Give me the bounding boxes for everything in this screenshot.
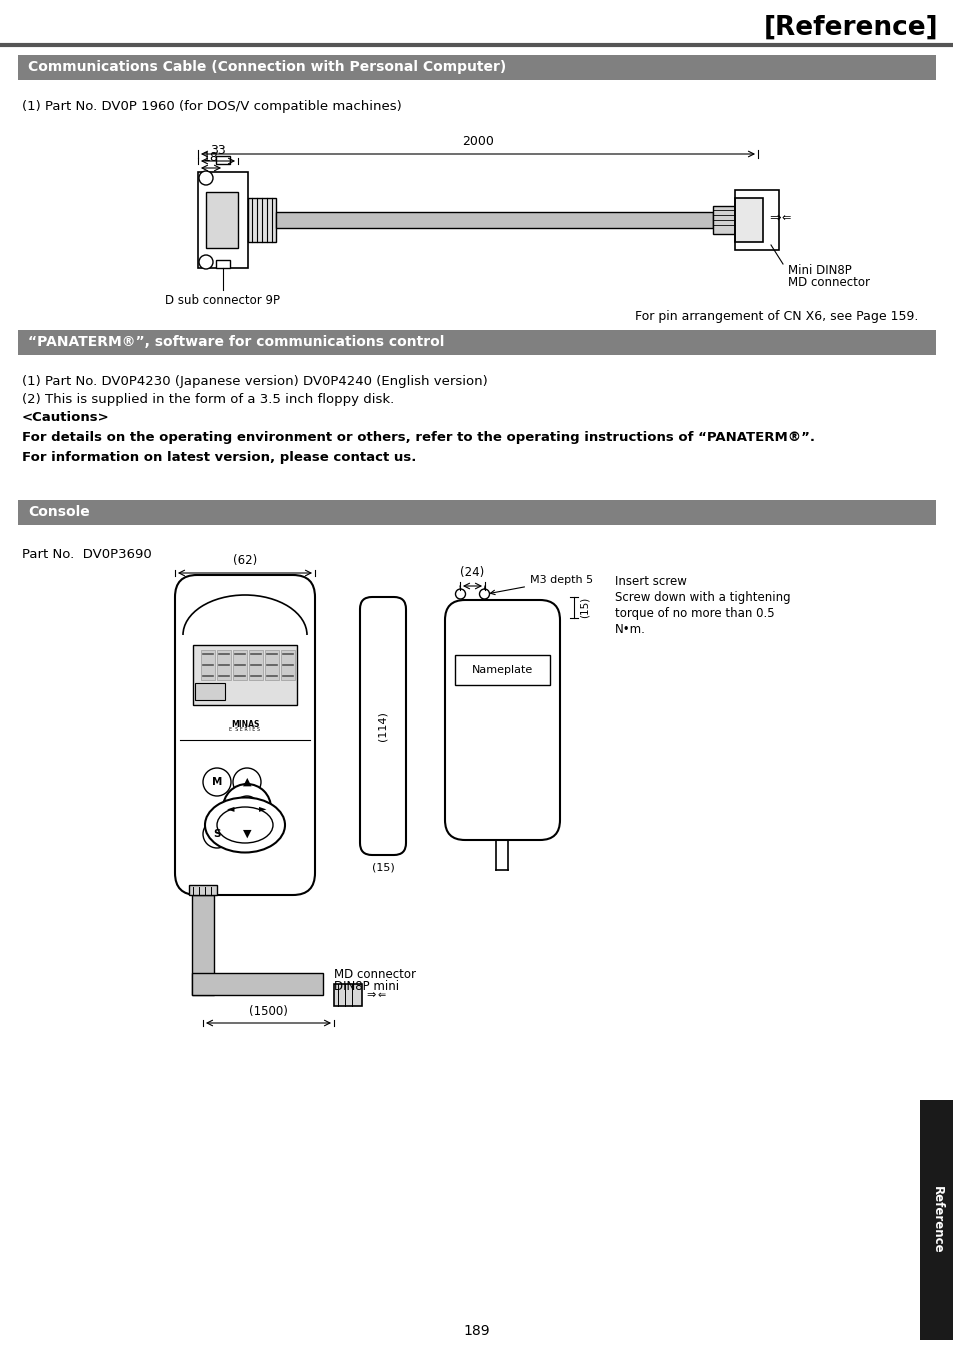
Text: M: M bbox=[212, 777, 222, 788]
Bar bbox=[919, 1100, 953, 1340]
Text: Mini DIN8P: Mini DIN8P bbox=[787, 263, 851, 277]
Bar bbox=[334, 984, 361, 1006]
Bar bbox=[734, 190, 779, 250]
Text: torque of no more than 0.5: torque of no more than 0.5 bbox=[615, 607, 774, 620]
Circle shape bbox=[479, 589, 489, 598]
Text: ►: ► bbox=[259, 802, 267, 813]
Circle shape bbox=[203, 767, 231, 796]
Text: (1500): (1500) bbox=[249, 1005, 288, 1019]
Bar bbox=[18, 500, 935, 526]
Bar bbox=[216, 650, 231, 680]
Bar bbox=[233, 650, 247, 680]
Text: Nameplate: Nameplate bbox=[472, 665, 533, 676]
Circle shape bbox=[203, 820, 231, 848]
Text: MD connector: MD connector bbox=[787, 276, 869, 289]
Text: 33: 33 bbox=[210, 145, 226, 157]
Bar bbox=[189, 885, 216, 894]
Bar bbox=[734, 199, 762, 242]
Text: ▼: ▼ bbox=[242, 830, 251, 839]
Text: 18: 18 bbox=[203, 151, 218, 163]
Text: E  S E R I E S: E S E R I E S bbox=[230, 727, 260, 732]
Text: ⇒: ⇒ bbox=[366, 990, 375, 1000]
Text: M3 depth 5: M3 depth 5 bbox=[490, 576, 593, 594]
Bar bbox=[215, 155, 230, 163]
Text: [Reference]: [Reference] bbox=[762, 15, 937, 41]
Text: ◄: ◄ bbox=[227, 802, 234, 813]
Text: ⇐: ⇐ bbox=[781, 213, 789, 223]
Text: (15): (15) bbox=[579, 597, 589, 619]
Text: DIN8P mini: DIN8P mini bbox=[334, 979, 398, 993]
Text: 189: 189 bbox=[463, 1324, 490, 1337]
Text: Screw down with a tightening: Screw down with a tightening bbox=[615, 590, 790, 604]
Circle shape bbox=[199, 255, 213, 269]
Circle shape bbox=[234, 796, 258, 820]
Text: <Cautions>: <Cautions> bbox=[22, 411, 110, 424]
Text: ⇐: ⇐ bbox=[377, 990, 386, 1000]
Text: (1) Part No. DV0P4230 (Japanese version) DV0P4240 (English version): (1) Part No. DV0P4230 (Japanese version)… bbox=[22, 376, 487, 388]
Bar bbox=[192, 894, 213, 994]
Text: S: S bbox=[213, 830, 220, 839]
Text: For pin arrangement of CN X6, see Page 159.: For pin arrangement of CN X6, see Page 1… bbox=[634, 309, 917, 323]
Bar bbox=[206, 192, 237, 249]
Circle shape bbox=[223, 784, 271, 832]
Bar bbox=[215, 259, 230, 267]
Bar bbox=[198, 172, 248, 267]
Text: For information on latest version, please contact us.: For information on latest version, pleas… bbox=[22, 451, 416, 463]
Circle shape bbox=[455, 589, 465, 598]
Bar bbox=[275, 212, 712, 228]
Text: (1) Part No. DV0P 1960 (for DOS/V compatible machines): (1) Part No. DV0P 1960 (for DOS/V compat… bbox=[22, 100, 401, 113]
FancyBboxPatch shape bbox=[359, 597, 406, 855]
Bar bbox=[712, 205, 734, 234]
Text: (62): (62) bbox=[233, 554, 257, 567]
Text: (114): (114) bbox=[377, 711, 388, 740]
Text: (2) This is supplied in the form of a 3.5 inch floppy disk.: (2) This is supplied in the form of a 3.… bbox=[22, 393, 394, 407]
Text: For details on the operating environment or others, refer to the operating instr: For details on the operating environment… bbox=[22, 431, 814, 444]
Bar bbox=[193, 644, 296, 705]
Text: MINAS: MINAS bbox=[231, 720, 259, 730]
Text: (24): (24) bbox=[460, 566, 484, 580]
Circle shape bbox=[199, 172, 213, 185]
Text: D sub connector 9P: D sub connector 9P bbox=[165, 295, 280, 307]
Text: Communications Cable (Connection with Personal Computer): Communications Cable (Connection with Pe… bbox=[28, 61, 506, 74]
Text: “PANATERM®”, software for communications control: “PANATERM®”, software for communications… bbox=[28, 335, 444, 350]
Text: 2000: 2000 bbox=[461, 135, 494, 149]
Text: Reference: Reference bbox=[929, 1186, 943, 1254]
Text: MD connector: MD connector bbox=[334, 969, 416, 981]
Text: (15): (15) bbox=[372, 863, 394, 873]
Bar bbox=[455, 655, 550, 685]
Circle shape bbox=[233, 820, 261, 848]
Bar bbox=[249, 650, 263, 680]
Text: Part No.  DV0P3690: Part No. DV0P3690 bbox=[22, 549, 152, 561]
Bar bbox=[201, 650, 214, 680]
Ellipse shape bbox=[216, 807, 273, 843]
Bar bbox=[248, 199, 275, 242]
Text: N•m.: N•m. bbox=[615, 623, 645, 636]
Circle shape bbox=[233, 767, 261, 796]
Text: Console: Console bbox=[28, 505, 90, 520]
Text: Insert screw: Insert screw bbox=[615, 576, 686, 588]
Bar bbox=[194, 684, 225, 700]
Ellipse shape bbox=[205, 797, 285, 852]
Text: ⇒: ⇒ bbox=[768, 211, 780, 226]
Bar bbox=[265, 650, 278, 680]
Bar bbox=[192, 973, 323, 994]
Bar bbox=[18, 55, 935, 80]
Text: ▲: ▲ bbox=[242, 777, 251, 788]
Bar bbox=[18, 330, 935, 355]
FancyBboxPatch shape bbox=[444, 600, 559, 840]
FancyBboxPatch shape bbox=[174, 576, 314, 894]
Bar bbox=[281, 650, 294, 680]
